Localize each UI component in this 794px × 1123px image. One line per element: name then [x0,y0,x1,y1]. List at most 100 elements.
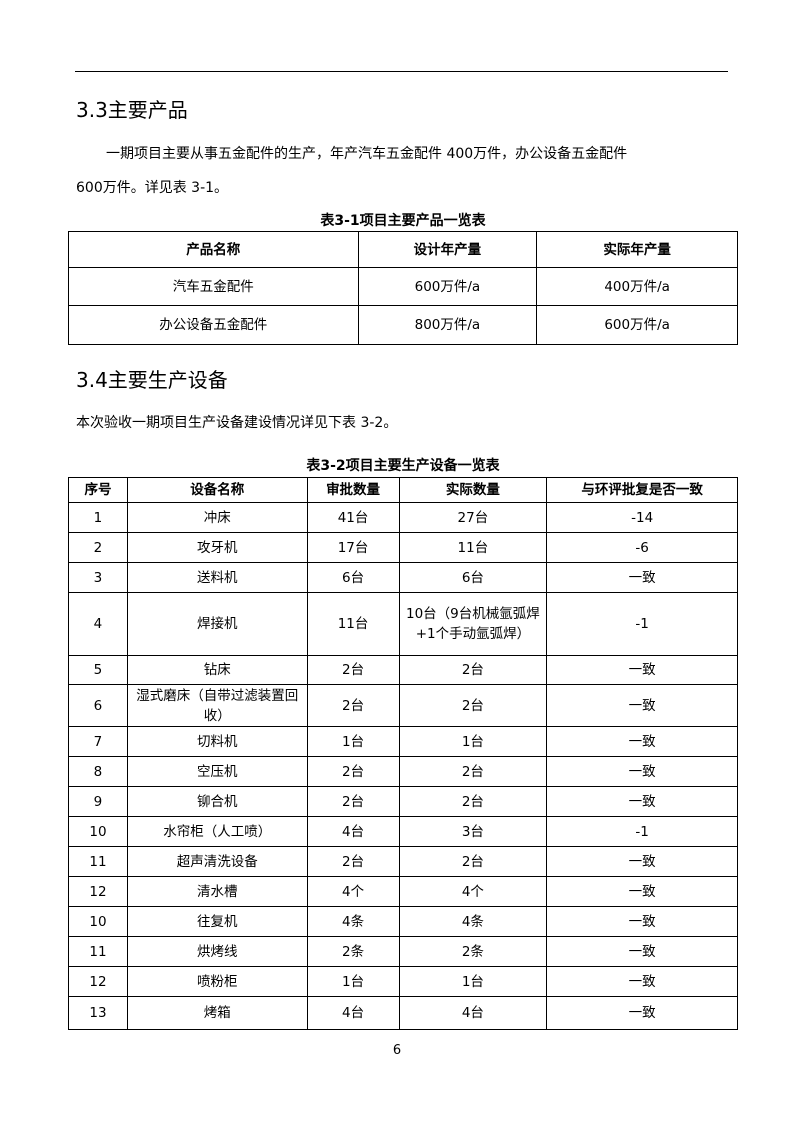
section-heading-3-4: 3.4主要生产设备 [76,368,228,392]
table-cell: 空压机 [126,756,308,787]
table-cell: 4台 [306,996,400,1030]
table-cell: 2台 [306,684,400,727]
table-row: 3 送料机 6台 6台 一致 [68,562,738,593]
paragraph-line: 一期项目主要从事五金配件的生产，年产汽车五金配件 400万件，办公设备五金配件 [106,146,628,162]
table-row: 11 烘烤线 2条 2条 一致 [68,936,738,967]
table-cell: 清水槽 [126,876,308,907]
column-header: 与环评批复是否一致 [546,477,738,503]
table-row: 汽车五金配件 600万件/a 400万件/a [68,267,738,306]
table-row: 2 攻牙机 17台 11台 -6 [68,532,738,563]
table-cell: 6 [68,684,128,727]
table-cell: 6台 [306,562,400,593]
table-cell: 一致 [546,936,738,967]
table-cell: 4个 [306,876,400,907]
header-row: 序号 设备名称 审批数量 实际数量 与环评批复是否一致 [68,477,738,503]
table-cell: -1 [546,592,738,656]
table-cell: 2台 [306,786,400,817]
table-cell: 冲床 [126,502,308,533]
table-row: 10 水帘柜（人工喷） 4台 3台 -1 [68,816,738,847]
table-cell: 1台 [398,966,548,997]
table-row: 9 铆合机 2台 2台 一致 [68,786,738,817]
table-cell: 11 [68,846,128,877]
table-cell: 400万件/a [536,267,738,306]
table-cell: 9 [68,786,128,817]
table-cell: 一致 [546,876,738,907]
table-cell: 一致 [546,684,738,727]
column-header: 序号 [68,477,128,503]
table-cell: 12 [68,966,128,997]
table-cell: 一致 [546,726,738,757]
table-cell: 切料机 [126,726,308,757]
table-cell: 4条 [306,906,400,937]
table-row: 10 往复机 4条 4条 一致 [68,906,738,937]
table-cell: 2条 [306,936,400,967]
table-cell: 27台 [398,502,548,533]
table-cell: 一致 [546,562,738,593]
table-cell: 2台 [306,655,400,685]
table-cell: 4台 [306,816,400,847]
column-header: 产品名称 [68,231,359,268]
table-cell: 1 [68,502,128,533]
table-cell: 3 [68,562,128,593]
table-row: 11 超声清洗设备 2台 2台 一致 [68,846,738,877]
table-cell: 办公设备五金配件 [68,305,359,345]
table-cell: 钻床 [126,655,308,685]
paragraph: 本次验收一期项目生产设备建设情况详见下表 3-2。 [76,415,398,431]
table-row: 12 喷粉柜 1台 1台 一致 [68,966,738,997]
table-row: 办公设备五金配件 800万件/a 600万件/a [68,305,738,345]
table-cell: 一致 [546,786,738,817]
column-header: 实际年产量 [536,231,738,268]
column-header: 实际数量 [398,477,548,503]
table-cell: 2台 [398,786,548,817]
table-cell: 送料机 [126,562,308,593]
table-row: 13 烤箱 4台 4台 一致 [68,996,738,1030]
table-cell: 4个 [398,876,548,907]
table-cell: -6 [546,532,738,563]
table-cell: 12 [68,876,128,907]
table-cell: 10 [68,816,128,847]
table-cell: 6台 [398,562,548,593]
table-cell: 11台 [306,592,400,656]
table-row: 5 钻床 2台 2台 一致 [68,655,738,685]
table-cell: 一致 [546,966,738,997]
table-cell: 一致 [546,996,738,1030]
table-cell: 2台 [398,846,548,877]
header-rule [75,71,728,72]
column-header: 设备名称 [126,477,308,503]
table-cell: 攻牙机 [126,532,308,563]
table-cell: 10台（9台机械氩弧焊+1个手动氩弧焊） [398,592,548,656]
table-cell: 烘烤线 [126,936,308,967]
table-cell: 8 [68,756,128,787]
column-header: 审批数量 [306,477,400,503]
table-cell: 1台 [306,966,400,997]
table-cell: 11台 [398,532,548,563]
table-cell: 湿式磨床（自带过滤装置回收） [126,684,308,727]
table-cell: 超声清洗设备 [126,846,308,877]
table-cell: 铆合机 [126,786,308,817]
table-cell: 5 [68,655,128,685]
section-heading-3-3: 3.3主要产品 [76,98,188,122]
table-cell: -14 [546,502,738,533]
table-cell: 2台 [398,655,548,685]
header-row: 产品名称 设计年产量 实际年产量 [68,231,738,268]
table-cell: 4台 [398,996,548,1030]
table-row: 6 湿式磨床（自带过滤装置回收） 2台 2台 一致 [68,684,738,727]
table-cell: 2台 [398,684,548,727]
table-cell: 汽车五金配件 [68,267,359,306]
table-cell: 一致 [546,655,738,685]
table-cell: 焊接机 [126,592,308,656]
table-3-1: 产品名称 设计年产量 实际年产量 汽车五金配件 600万件/a 400万件/a 办公设备五金… [68,231,738,345]
table-cell: 一致 [546,756,738,787]
table-cell: 2台 [306,846,400,877]
table-cell: 7 [68,726,128,757]
table-cell: 烤箱 [126,996,308,1030]
table-cell: 2台 [306,756,400,787]
table-cell: 4条 [398,906,548,937]
table-cell: 17台 [306,532,400,563]
table-cell: 一致 [546,906,738,937]
table-cell: 2 [68,532,128,563]
table-cell: 喷粉柜 [126,966,308,997]
table-3-2-caption: 表3-2项目主要生产设备一览表 [306,458,500,474]
table-row: 7 切料机 1台 1台 一致 [68,726,738,757]
table-cell: 一致 [546,846,738,877]
